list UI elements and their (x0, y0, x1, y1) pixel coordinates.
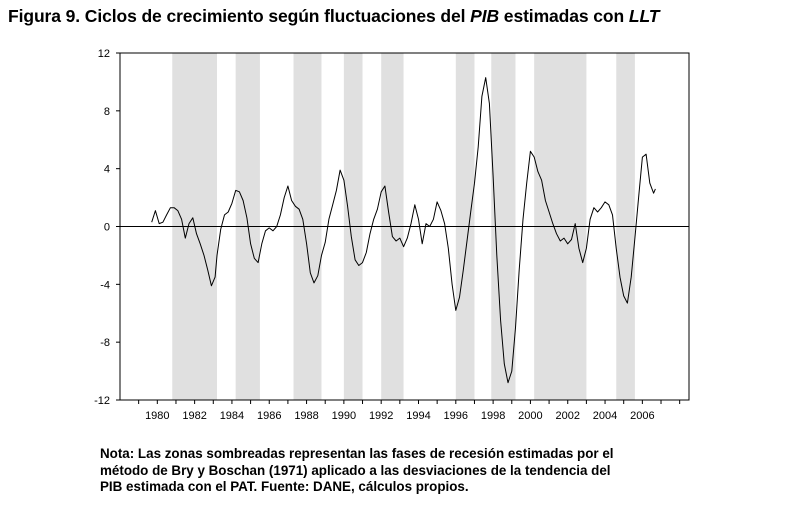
x-tick-label-1996: 1996 (444, 410, 468, 422)
note-line-3: PIB estimada con el PAT. Fuente: DANE, c… (100, 479, 469, 494)
chart-svg: -12 -8 -4 0 4 8 12 1980 1982 1984 1986 1988 1990 199… (94, 48, 690, 422)
x-tick-label-1984: 1984 (220, 410, 244, 422)
gdp-cycle-line (151, 77, 656, 384)
y-tick-label--12: -12 (94, 395, 110, 407)
figure-title-pib: PIB (470, 6, 500, 26)
x-tick-label-1994: 1994 (406, 410, 430, 422)
figure-title-middle: estimadas con (499, 6, 629, 26)
x-tick-label-2000: 2000 (518, 410, 542, 422)
x-tick-label-1982: 1982 (182, 410, 206, 422)
x-axis: 1980 1982 1984 1986 1988 1990 1992 1994 1996 1998… (138, 400, 681, 422)
x-tick-label-1986: 1986 (257, 410, 281, 422)
x-tick-label-2006: 2006 (630, 410, 654, 422)
y-axis: -12 -8 -4 0 4 8 12 (94, 48, 120, 407)
y-tick-label-0: 0 (104, 222, 110, 234)
note-line-1: Nota: Las zonas sombreadas representan l… (100, 446, 614, 461)
figure-title: Figura 9. Ciclos de crecimiento según fl… (8, 6, 659, 27)
x-tick-label-1980: 1980 (145, 410, 169, 422)
x-tick-label-2002: 2002 (555, 410, 579, 422)
x-tick-label-1990: 1990 (332, 410, 356, 422)
y-tick-label--4: -4 (100, 279, 110, 291)
x-tick-label-1998: 1998 (481, 410, 505, 422)
y-tick-label-4: 4 (104, 164, 110, 176)
y-tick-label-8: 8 (104, 106, 110, 118)
y-tick-label-12: 12 (98, 48, 110, 60)
y-tick-label--8: -8 (100, 337, 110, 349)
figure-title-prefix: Figura 9. Ciclos de crecimiento según fl… (8, 6, 471, 26)
x-tick-label-1988: 1988 (294, 410, 318, 422)
figure-title-llt: LLT (628, 6, 660, 26)
x-tick-label-1992: 1992 (369, 410, 393, 422)
figure-note: Nota: Las zonas sombreadas representan l… (100, 446, 740, 496)
note-line-2: método de Bry y Boschan (1971) aplicado … (100, 462, 611, 478)
x-tick-label-2004: 2004 (593, 410, 617, 422)
